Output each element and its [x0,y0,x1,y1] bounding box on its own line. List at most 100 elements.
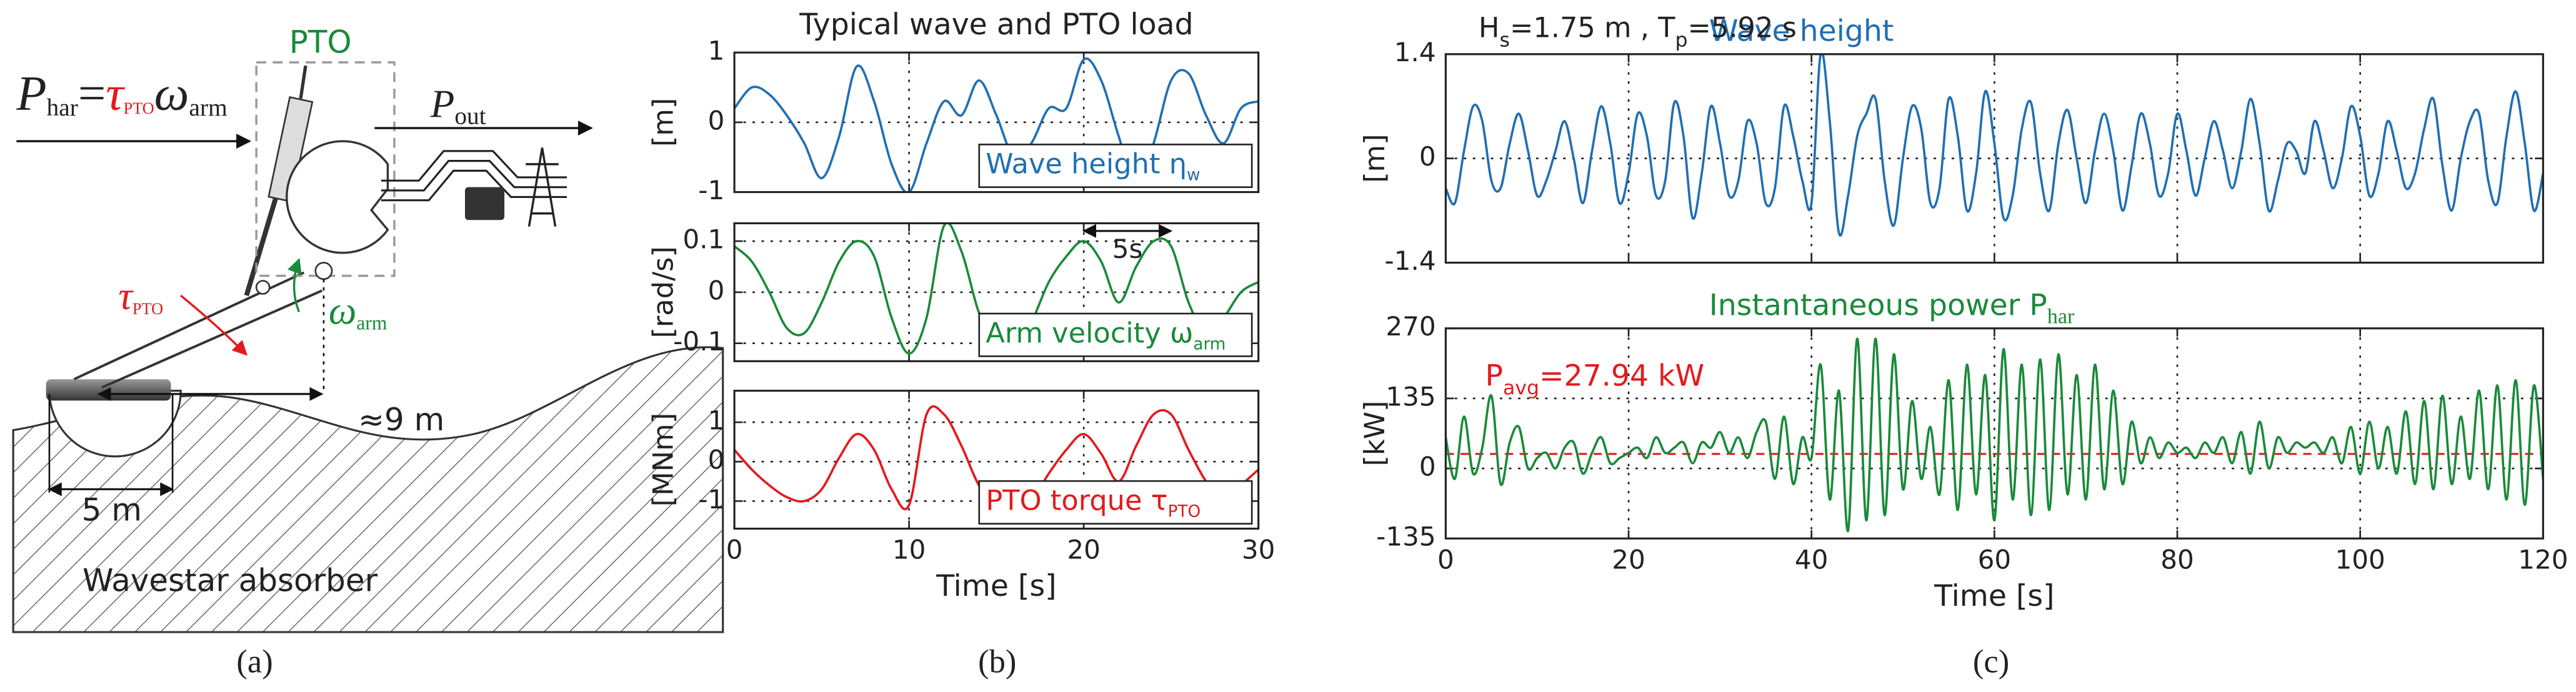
legend-entry: Wave height ηw [986,147,1200,184]
legend-name: PTO torque τ [986,484,1167,517]
legend-box [978,312,1253,357]
float [48,390,182,458]
float-deck [46,379,171,401]
text-part: P [1485,359,1503,393]
panel-label: (b) [978,644,1016,680]
y-axis-label: [m] [1359,134,1391,182]
y-tick-label: 1.4 [1394,37,1436,67]
pylon [526,147,559,227]
legend-subscript: w [1187,166,1200,184]
axes-frame [733,51,1260,194]
subscript: s [1500,29,1510,51]
y-tick-label: 0 [1419,141,1436,172]
legend-entry: Instantaneous power Phar [1709,289,2075,329]
x-axis-label: Time [s] [936,569,1056,603]
y-tick-label: 135 [1385,381,1435,412]
series-line [1445,54,2544,237]
symbol: P [16,67,46,121]
legend-entry: Arm velocity ωarm [986,317,1226,353]
subscript: out [454,102,486,129]
pto-wheel [286,140,389,254]
annotation: Hs=1.75 m , Tp=5.92 s [1479,11,1797,51]
symbol: ω [154,67,189,121]
series-line [734,57,1259,192]
legend-name: Wave height η [986,147,1187,180]
arm-length: ≈9 m [358,402,444,438]
reference-label: Pavg=27.94 kW [1485,359,1704,400]
y-tick-label: 0 [708,105,725,136]
x-tick-label: 0 [726,535,743,565]
x-tick-label: 120 [2518,545,2568,575]
strut [244,196,279,297]
x-axis-label: Time [s] [1934,579,2054,613]
torque-arrow [180,294,248,356]
float-diameter: 5 m [82,492,142,528]
hinge [314,262,333,280]
y-tick-label: 0 [1419,452,1436,482]
caption: Wavestar absorber [82,563,377,599]
subscript: PTO [124,99,154,117]
y-tick-label: -1 [698,484,724,515]
y-tick-label: -0.1 [673,326,724,357]
y-tick-label: -1.4 [1385,245,1436,276]
y-tick-label: 1 [708,405,725,436]
x-tick-label: 10 [892,535,926,565]
torque-label: τPTO [118,275,163,319]
y-tick-label: 0.1 [682,224,724,255]
power-in-formula: Phar=τPTOωarm [16,67,227,121]
piston [299,65,307,99]
series-line [1445,337,2544,532]
x-tick-label: 100 [2335,545,2385,575]
text-part: =1.75 m , T [1510,11,1675,44]
y-tick-label: 0 [708,445,725,475]
subscript: avg [1503,377,1539,400]
x-tick-label: 20 [1612,545,1645,575]
subscript: arm [356,312,387,334]
wavestar-diagram: Phar=τPTOωarm PTO Pout τPTO ωarm ≈9 m 5 … [12,24,724,633]
x-tick-label: 40 [1795,545,1829,575]
x-tick-label: 20 [1067,535,1101,565]
subscript: arm [189,94,227,121]
power-out-label: Pout [430,82,486,129]
legend-name: Wave height [1709,14,1894,49]
symbol: P [430,82,455,126]
subscript: p [1675,29,1687,51]
symbol: ω [329,289,357,333]
text-part: =5.92 s [1687,11,1796,44]
hinge [255,280,271,295]
velocity-arrow [287,258,302,313]
arm [101,289,323,389]
y-tick-label: -1 [698,175,724,205]
power-cables [381,150,567,202]
symbol: τ [118,275,134,319]
panel-label: (a) [236,644,272,680]
legend-subscript: PTO [1168,502,1201,521]
velocity-label: ωarm [329,289,387,334]
transformer [465,187,505,220]
y-axis-label: [m] [647,98,680,147]
axes-frame [1444,327,2544,540]
legend-name: Instantaneous power P [1709,289,2047,323]
legend-subscript: arm [1193,335,1226,353]
y-axis-label: [MNm] [647,413,680,507]
x-tick-label: 30 [1242,535,1276,565]
chart-title: Typical wave and PTO load [799,7,1193,42]
y-tick-label: -135 [1376,521,1435,552]
legend-entry: Wave height [1709,14,1894,49]
equals: = [78,67,106,121]
legend-box [978,480,1253,525]
x-tick-label: 0 [1437,545,1454,575]
panel-label: (c) [1973,644,2009,680]
chart: [rad/s]-0.1 0 0.1 Arm velocity ωarm 5s [647,222,1260,362]
legend-name: Arm velocity ω [986,317,1193,349]
y-tick-label: 0 [708,275,725,305]
chart: Typical wave and PTO load [m] -1 0 1 Wave hei… [647,7,1260,205]
text-part: H [1479,11,1500,44]
y-axis-label: [kW] [1359,401,1391,467]
legend-subscript: har [2047,305,2075,329]
x-tick-label: 80 [2160,545,2194,575]
annotation: 5s [1112,234,1143,264]
